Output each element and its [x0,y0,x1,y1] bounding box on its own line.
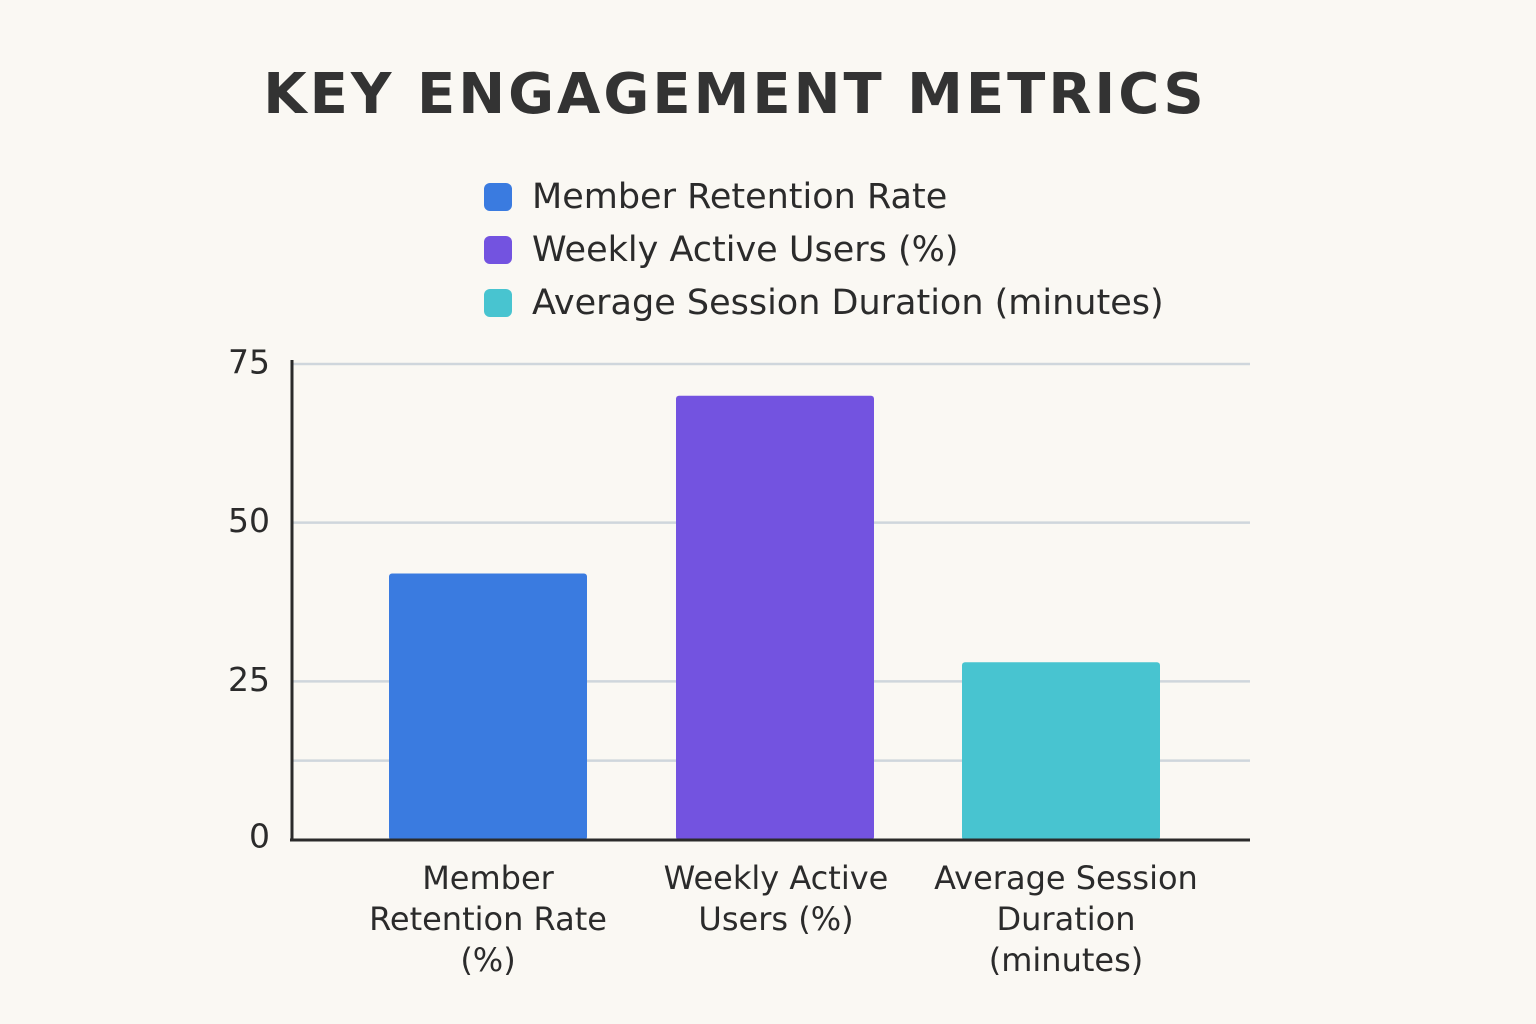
y-tick-label: 50 [228,501,270,540]
x-tick-label: Average Session Duration (minutes) [921,858,1211,981]
x-tick-label-line: Users (%) [698,900,854,938]
legend-swatch [484,182,512,211]
legend-swatch [484,288,512,317]
y-tick-label: 75 [228,343,270,382]
x-tick-label-line: Average Session [934,859,1198,897]
y-tick-label: 0 [249,817,270,856]
x-tick-label-line: Weekly Active [663,859,889,897]
chart-title: KEY ENGAGEMENT METRICS [263,62,1207,127]
x-tick-label-line: Retention Rate [369,900,607,938]
legend-item: Average Session Duration (minutes) [484,276,1164,329]
x-tick-label: Member Retention Rate (%) [343,858,633,981]
x-tick-label: Weekly Active Users (%) [631,858,921,940]
x-tick-label-line: (minutes) [988,941,1144,979]
bar [962,662,1160,840]
legend-label: Member Retention Rate [532,176,948,217]
legend-label: Average Session Duration (minutes) [532,282,1164,323]
bar [676,395,874,840]
x-tick-label-line: (%) [460,941,516,979]
y-tick-label: 25 [228,660,270,699]
bar [389,573,587,840]
legend-swatch [484,235,512,264]
x-tick-label-line: Duration [996,900,1136,938]
legend-label: Weekly Active Users (%) [532,229,959,270]
legend-item: Weekly Active Users (%) [484,223,1164,276]
x-tick-label-line: Member [422,859,554,897]
legend: Member Retention Rate Weekly Active User… [484,170,1164,329]
legend-item: Member Retention Rate [484,170,1164,223]
